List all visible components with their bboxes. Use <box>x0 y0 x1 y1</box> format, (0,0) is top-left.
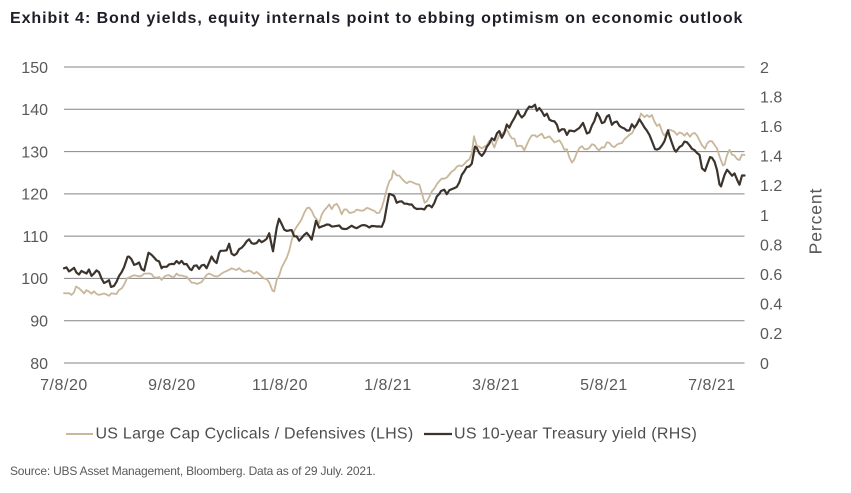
svg-text:5/8/21: 5/8/21 <box>580 377 628 394</box>
svg-text:140: 140 <box>21 102 48 119</box>
svg-text:11/8/20: 11/8/20 <box>252 377 308 394</box>
svg-text:1/8/21: 1/8/21 <box>364 377 412 394</box>
svg-text:0.8: 0.8 <box>760 237 782 254</box>
svg-text:Percent: Percent <box>806 188 826 255</box>
svg-text:3/8/21: 3/8/21 <box>472 377 520 394</box>
svg-text:9/8/20: 9/8/20 <box>148 377 196 394</box>
svg-text:US 10-year Treasury yield (RHS: US 10-year Treasury yield (RHS) <box>454 426 697 443</box>
svg-text:7/8/21: 7/8/21 <box>688 377 736 394</box>
svg-text:US Large Cap Cyclicals / Defen: US Large Cap Cyclicals / Defensives (LHS… <box>96 426 414 443</box>
svg-text:1.4: 1.4 <box>760 149 782 166</box>
svg-text:110: 110 <box>22 229 48 246</box>
svg-text:0.4: 0.4 <box>760 297 782 314</box>
svg-text:90: 90 <box>30 314 48 331</box>
svg-text:7/8/20: 7/8/20 <box>40 377 88 394</box>
svg-text:100: 100 <box>21 271 48 288</box>
svg-text:1.6: 1.6 <box>760 119 782 136</box>
svg-text:1.8: 1.8 <box>760 89 782 106</box>
svg-text:1: 1 <box>760 208 769 225</box>
svg-text:1.2: 1.2 <box>760 178 782 195</box>
svg-text:2: 2 <box>760 60 769 77</box>
svg-text:0.6: 0.6 <box>760 267 782 284</box>
svg-text:80: 80 <box>30 356 48 373</box>
svg-text:130: 130 <box>21 144 48 161</box>
svg-text:0: 0 <box>760 356 769 373</box>
svg-text:0.2: 0.2 <box>760 326 782 343</box>
svg-text:150: 150 <box>21 60 48 77</box>
svg-text:120: 120 <box>21 187 48 204</box>
